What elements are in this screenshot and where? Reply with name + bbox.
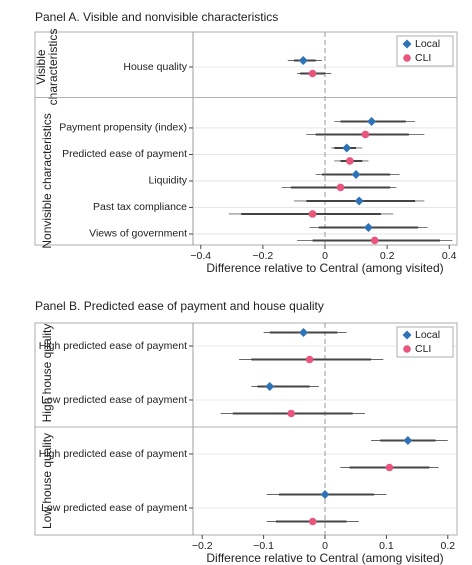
y-tick-label: Payment propensity (index) [59,122,187,134]
x-tick-label: 0.2 [380,250,395,262]
x-tick-label: 0 [322,250,328,262]
point [367,116,377,126]
legend-label: Local [415,329,440,341]
point [305,355,314,364]
y-tick-label: Predicted ease of payment [62,148,187,160]
y-tick-label: High predicted ease of payment [39,340,187,352]
panel-title: Panel A. Visible and nonvisible characte… [35,10,278,24]
x-tick-label: 0.4 [442,250,457,262]
x-axis-label: Difference relative to Central (among vi… [206,551,443,565]
point [346,157,354,165]
panel-title: Panel B. Predicted ease of payment and h… [35,299,324,313]
y-tick-label: House quality [123,61,187,73]
legend-label: CLI [415,343,431,355]
group-label: Low house quality [40,433,54,529]
x-tick-label: −0.2 [253,250,274,262]
y-tick-label: Views of government [89,228,187,240]
legend-marker [403,54,411,62]
point [298,56,308,65]
group-label: High house quality [40,324,54,423]
group-label: Nonvisible characteristics [40,113,54,248]
group-label: characteristics [46,29,60,106]
point [363,222,373,232]
label-frame [34,31,194,246]
point [385,463,394,472]
point [308,517,317,526]
point [354,196,364,206]
point [361,130,370,139]
x-tick-label: 0.2 [440,540,455,552]
legend-label: CLI [415,52,431,64]
point [403,436,413,445]
y-tick-label: Liquidity [148,175,187,187]
point [342,143,352,153]
x-tick-label: 0 [322,540,328,552]
y-tick-label: Low predicted ease of payment [41,502,187,514]
point [336,183,345,192]
x-tick-label: −0.1 [253,540,274,552]
point [299,328,309,337]
x-tick-label: −0.2 [192,540,213,552]
x-tick-label: 0.1 [379,540,394,552]
y-tick-label: High predicted ease of payment [39,448,187,460]
point [320,490,330,499]
y-tick-label: Low predicted ease of payment [41,394,187,406]
point [351,169,361,179]
point [287,409,296,418]
legend-label: Local [415,38,440,50]
legend-marker [402,39,412,49]
point [308,69,317,78]
legend-marker [403,345,411,353]
label-frame [34,322,194,536]
legend-marker [402,330,412,340]
y-tick-label: Past tax compliance [93,201,187,213]
point [308,210,317,218]
x-tick-label: −0.4 [190,250,211,262]
point [370,236,379,245]
group-label: Visible [34,49,48,84]
point [265,382,275,391]
x-axis-label: Difference relative to Central (among vi… [206,261,443,275]
